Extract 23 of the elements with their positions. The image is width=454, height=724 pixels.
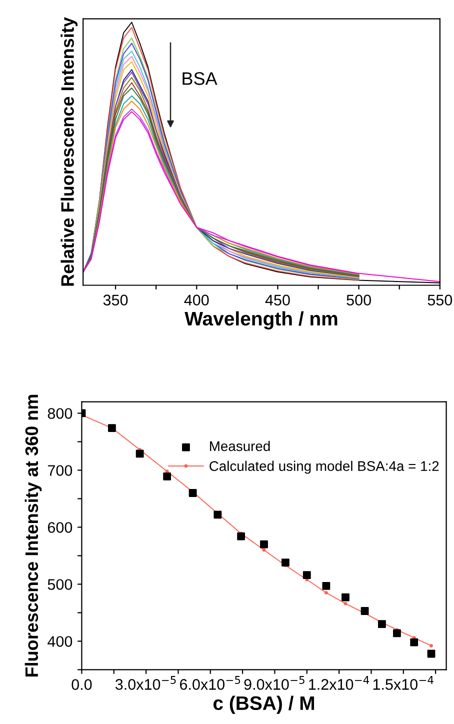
x-tick-label: 9.0x10$^{−5}$ (244, 676, 304, 690)
x-tick-label: 350 (103, 294, 128, 306)
legend-label: Calculated using model BSA:4a = 1:2 (210, 460, 439, 474)
x-axis-title: Wavelength / nm (184, 311, 338, 330)
x-tick-label: 0.0 (72, 679, 92, 690)
y-tick-label: 700 (48, 465, 72, 476)
x-tick-label: 500 (346, 294, 371, 306)
legend-label: Measured (210, 440, 270, 452)
y-tick-label: 500 (48, 579, 72, 590)
x-tick-label: 6.0x10$^{−5}$ (180, 676, 240, 690)
x-tick-label: 450 (265, 294, 290, 306)
x-tick-label: 550 (428, 294, 452, 306)
x-tick-label: 400 (184, 294, 209, 306)
y-tick-label: 800 (48, 408, 72, 419)
y-tick-label: 600 (48, 522, 72, 533)
y-axis-title: Fluorescence Intensity at 360 nm (24, 394, 42, 677)
y-tick-label: 400 (48, 636, 72, 647)
x-tick-label: 3.0x10$^{−5}$ (115, 676, 176, 690)
y-axis-title: Relative Fluorescence Intensity (60, 17, 78, 286)
annotation: BSA (182, 72, 218, 85)
x-tick-label: 1.2x10$^{−4}$ (309, 676, 370, 690)
x-tick-label: 1.5x10$^{−4}$ (373, 676, 434, 690)
x-axis-title: c (BSA) / M (213, 696, 314, 714)
